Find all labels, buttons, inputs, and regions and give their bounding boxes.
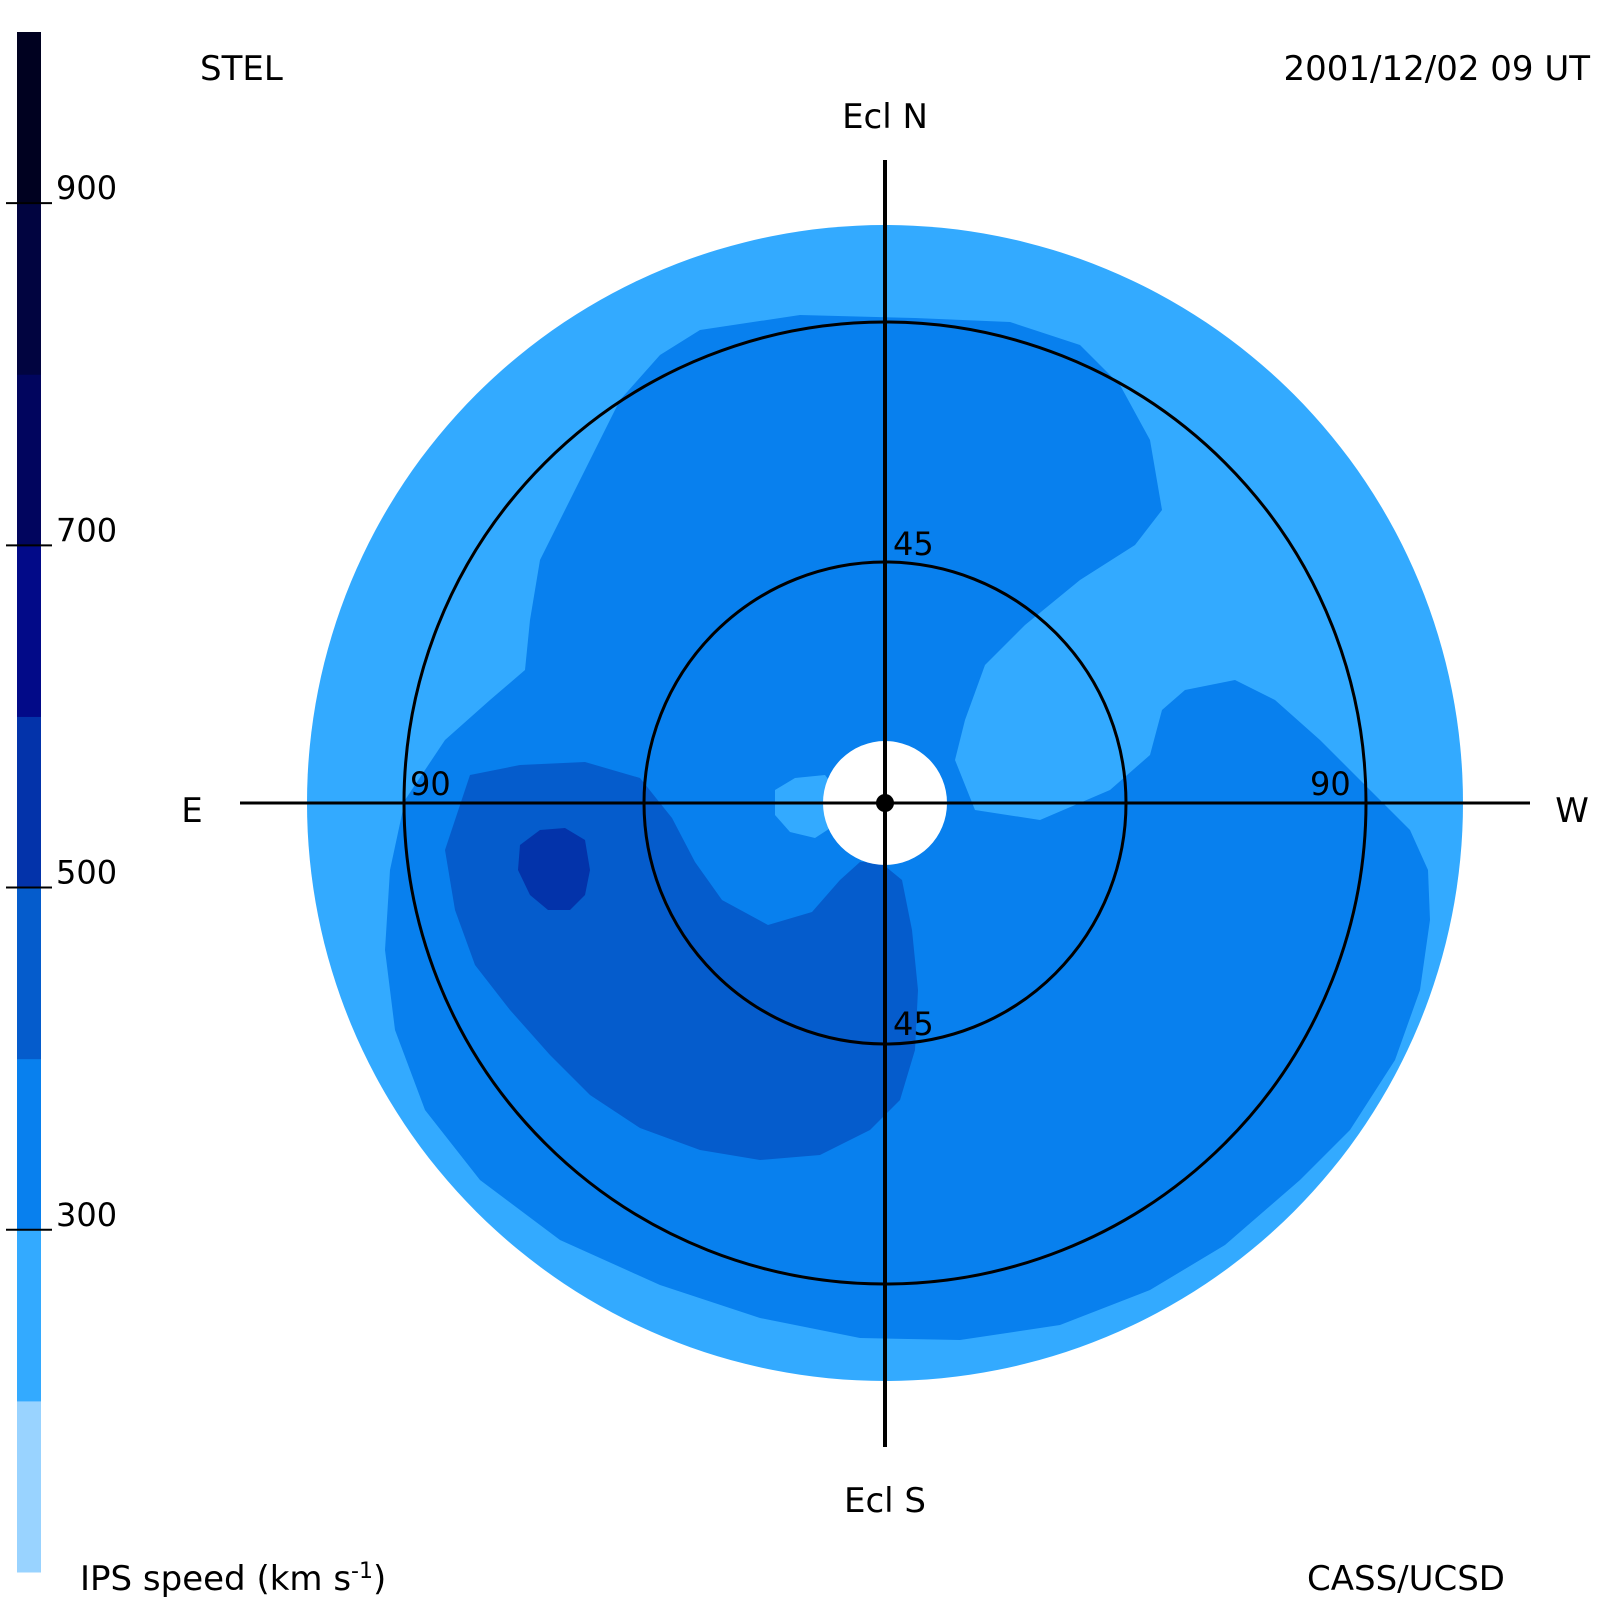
colorbar-title-exponent: -1 — [351, 1559, 373, 1584]
colorbar-tick-label: 700 — [56, 511, 117, 549]
station-label: STEL — [200, 49, 283, 89]
sun-center-marker — [876, 794, 894, 812]
ring-label-inner-bottom: 45 — [893, 1005, 934, 1043]
direction-label-south: Ecl S — [844, 1481, 926, 1521]
ring-label-outer-right: 90 — [1310, 765, 1351, 803]
ring-label-inner-top: 45 — [893, 525, 934, 563]
colorbar-tick-label: 300 — [56, 1196, 117, 1234]
direction-label-north: Ecl N — [842, 97, 928, 137]
colorbar-title: IPS speed (km s-1) — [80, 1559, 386, 1599]
colorbar-title-close: ) — [373, 1559, 386, 1599]
colorbar-tick-label: 500 — [56, 854, 117, 892]
colorbar-segment — [17, 1058, 41, 1231]
colorbar-segment — [17, 545, 41, 717]
timestamp-label: 2001/12/02 09 UT — [1284, 49, 1591, 89]
credit-label: CASS/UCSD — [1307, 1559, 1505, 1599]
speed-zone-darkest — [518, 828, 590, 910]
ring-label-outer-left: 90 — [410, 765, 451, 803]
colorbar-segment — [17, 32, 41, 204]
direction-label-east: E — [181, 791, 202, 831]
colorbar-title-main: IPS speed (km s — [80, 1559, 351, 1599]
colorbar-segment — [17, 716, 41, 889]
sky-map — [240, 160, 1530, 1447]
colorbar-segment — [17, 374, 41, 546]
colorbar-segment — [17, 1400, 41, 1573]
speed-zone-inner-light — [775, 775, 840, 838]
colorbar-segment — [17, 203, 41, 375]
colorbar-tick-label: 900 — [56, 169, 117, 207]
colorbar-ticks: 300 500 700 900 — [6, 169, 117, 1234]
colorbar-segment — [17, 1229, 41, 1402]
direction-label-west: W — [1555, 791, 1589, 831]
colorbar-segment — [17, 887, 41, 1060]
colorbar — [17, 32, 41, 1573]
